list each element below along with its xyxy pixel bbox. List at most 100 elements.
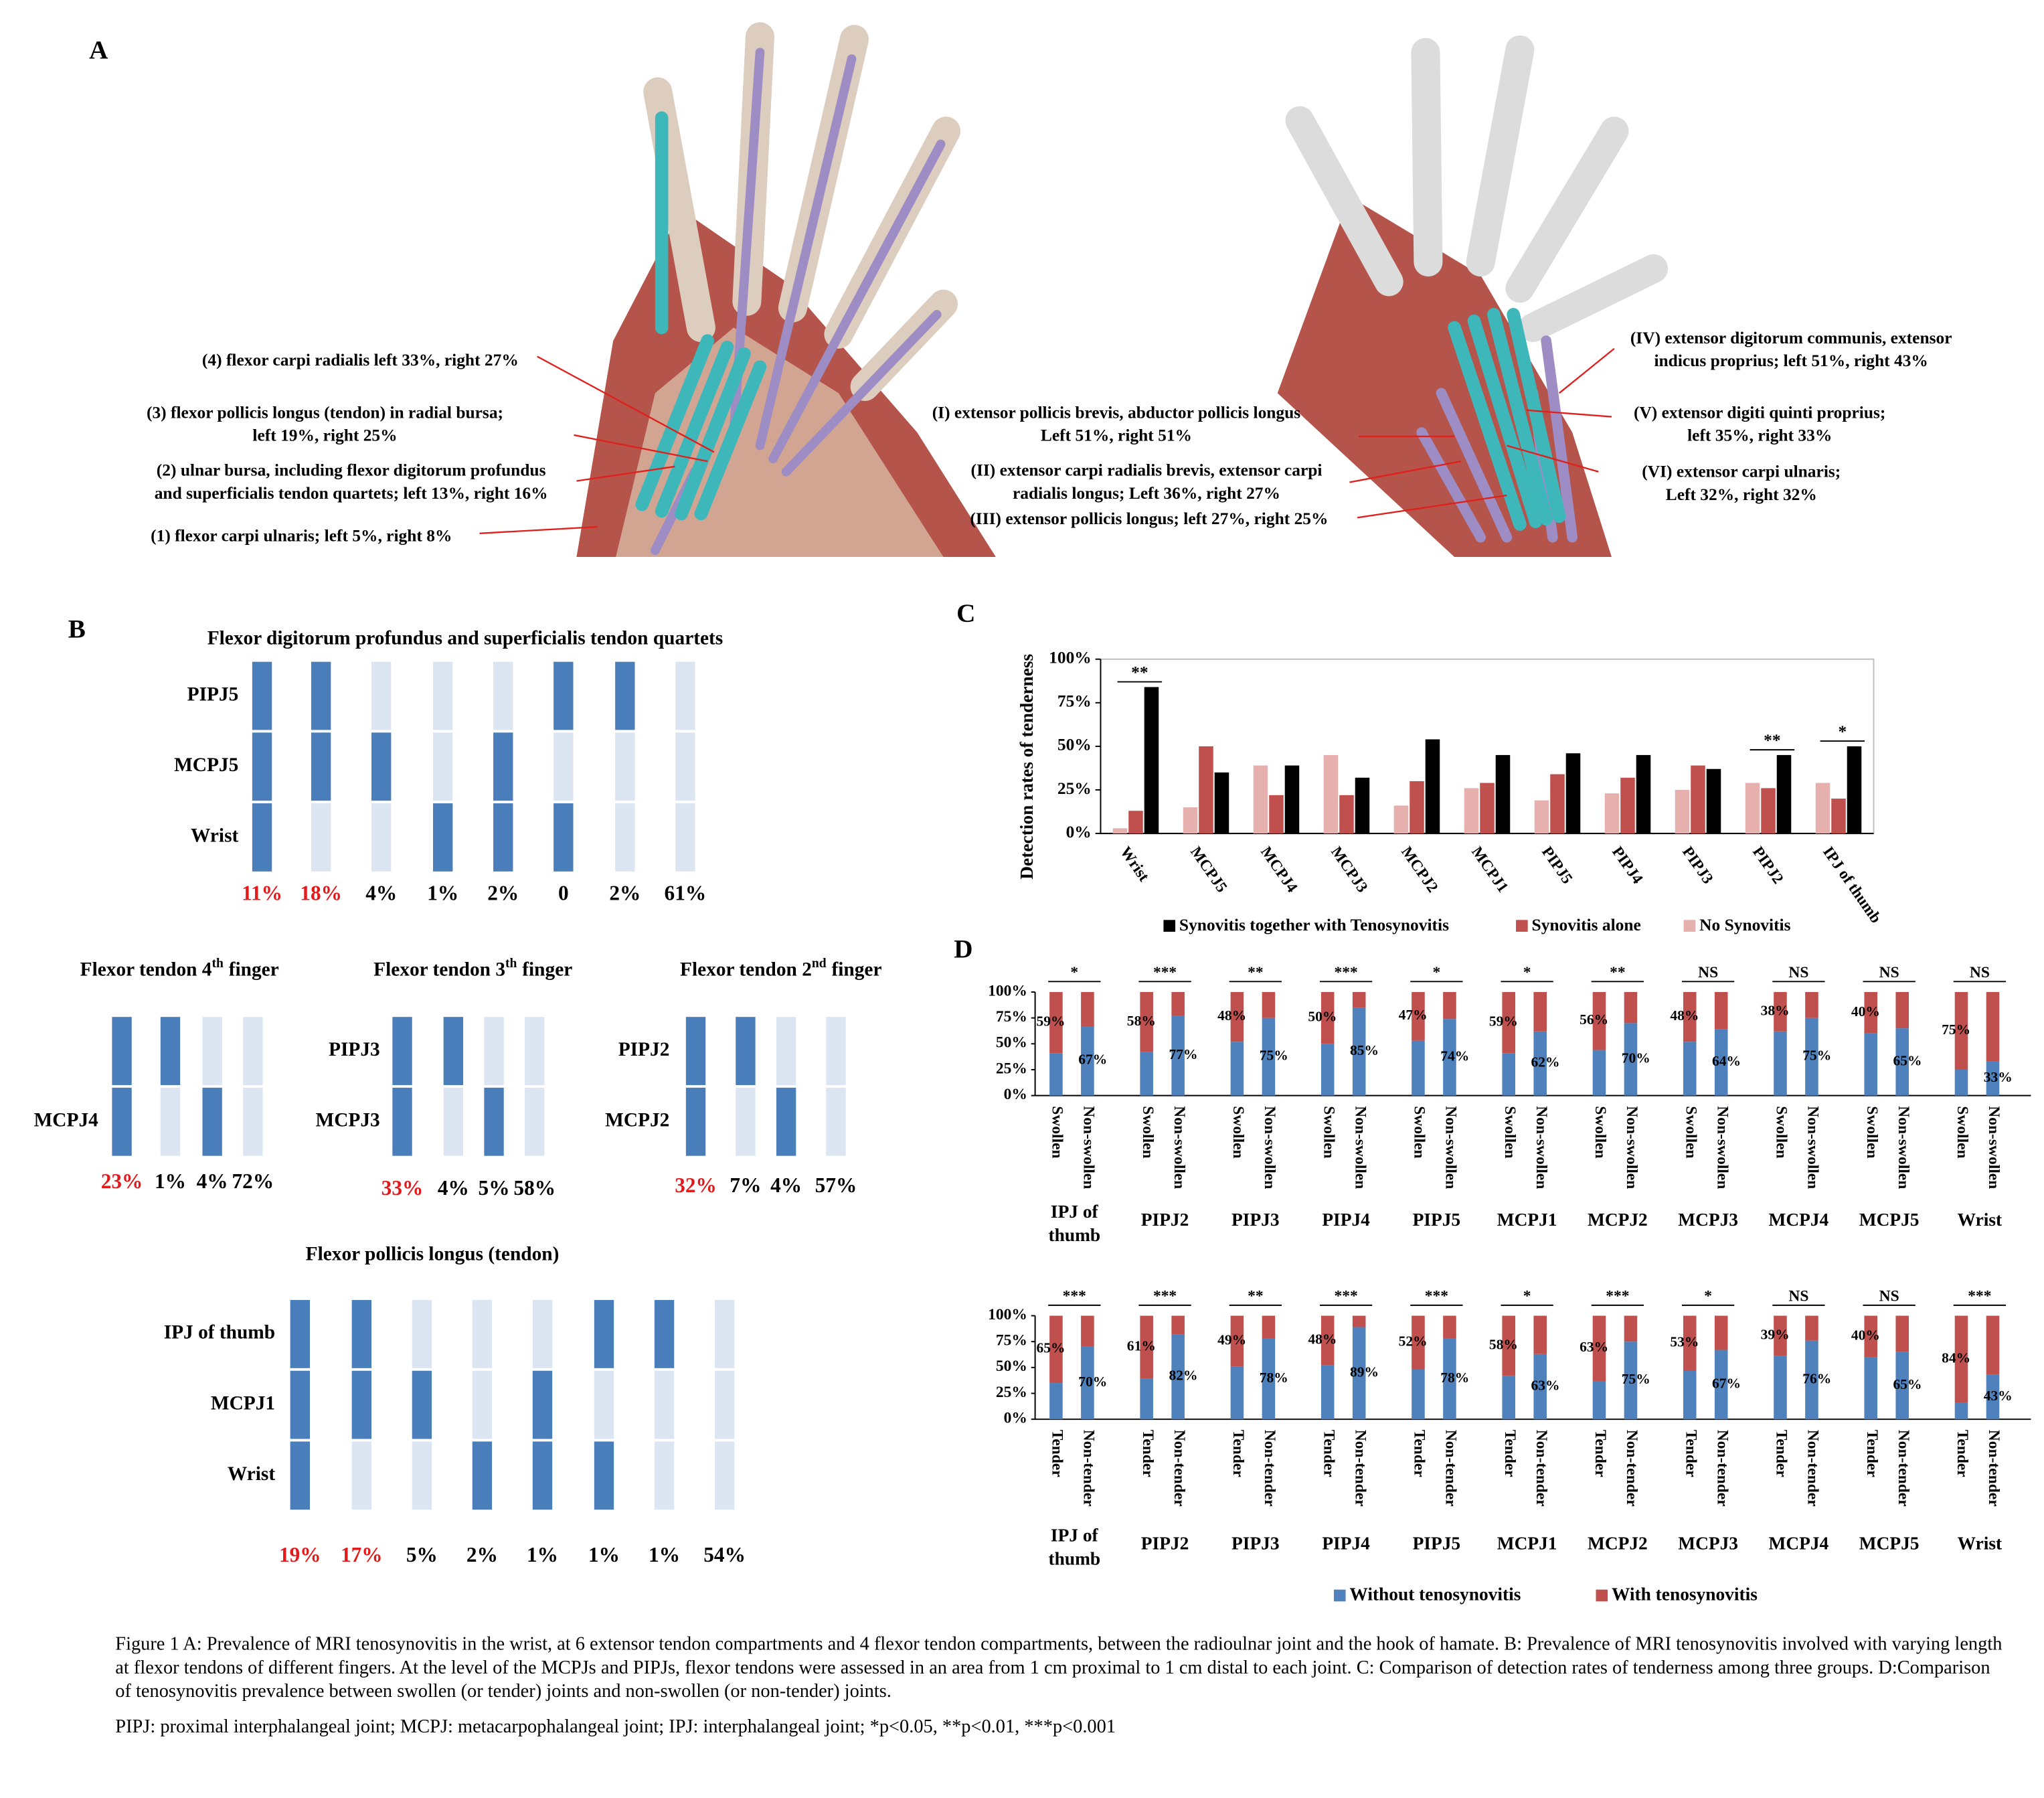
tendon-segment <box>160 1087 181 1156</box>
legend-swatch <box>1683 920 1696 932</box>
group-label: PIPJ4 <box>1322 1210 1370 1230</box>
annotation: Left 32%, right 32% <box>1666 485 1817 504</box>
bar-segment <box>1533 991 1547 1032</box>
bar <box>1706 768 1721 834</box>
bar-label: Tender <box>1773 1430 1790 1477</box>
significance-label: * <box>1523 1288 1531 1305</box>
panel-label: C <box>956 599 975 628</box>
bar-segment <box>1049 1315 1063 1384</box>
column-label: 33% <box>381 1176 424 1200</box>
value-label: 67% <box>1078 1052 1107 1068</box>
title-part: Flexor digitorum profundus and superfici… <box>207 627 723 649</box>
legend-label: Synovitis together with Tenosynovitis <box>1179 915 1449 934</box>
y-tick-label: 100% <box>988 1306 1027 1323</box>
bar-segment <box>1895 991 1909 1029</box>
bar <box>1284 765 1300 834</box>
group-label: IPJ of thumb <box>1048 1202 1100 1245</box>
y-tick-label: 100% <box>988 982 1027 999</box>
value-label: 50% <box>1308 1009 1337 1025</box>
tendon-segment <box>675 803 695 872</box>
bar-label: Swollen <box>1954 1106 1971 1158</box>
bar-label: Swollen <box>1863 1106 1881 1158</box>
significance-label: *** <box>1425 1288 1448 1305</box>
bar-segment <box>1230 991 1244 1042</box>
group-label: PIPJ4 <box>1322 1533 1370 1553</box>
tendon-segment <box>290 1441 310 1510</box>
diagram-title: Flexor pollicis longus (tendon) <box>306 1243 560 1264</box>
tendon-segment <box>714 1441 735 1510</box>
significance-label: NS <box>1788 1288 1808 1305</box>
bar-segment <box>1443 1019 1456 1096</box>
bar-label: Non-swollen <box>1351 1106 1369 1189</box>
column-label: 61% <box>665 881 707 904</box>
tendon-segment <box>412 1370 432 1439</box>
bar-segment <box>1864 1033 1878 1096</box>
bar-segment <box>1140 1378 1153 1420</box>
diagram-title: Flexor tendon 2nd finger <box>680 957 881 980</box>
y-tick-label: 75% <box>1057 691 1092 711</box>
tendon-segment <box>736 1087 756 1156</box>
tendon-segment <box>484 1087 504 1156</box>
tendon-segment <box>252 732 272 801</box>
significance-label: ** <box>1248 964 1263 981</box>
row-label: MCPJ2 <box>605 1110 669 1131</box>
bar <box>1550 774 1565 834</box>
bar-label: Tender <box>1592 1430 1609 1477</box>
row-label: MCPJ3 <box>316 1110 380 1131</box>
bar-segment <box>1049 1053 1063 1096</box>
group-label: Wrist <box>1958 1533 2002 1553</box>
column-label: 4% <box>438 1176 469 1200</box>
column-label: 11% <box>242 881 282 904</box>
bar <box>1269 795 1284 834</box>
row-label: MCPJ1 <box>211 1392 275 1414</box>
tendon-segment <box>472 1300 493 1368</box>
value-label: 56% <box>1580 1011 1608 1028</box>
column-label: 32% <box>675 1173 717 1197</box>
bar <box>1410 781 1424 834</box>
bar-segment <box>1592 1315 1606 1381</box>
significance-label: * <box>1839 722 1847 741</box>
value-label: 49% <box>1217 1331 1246 1347</box>
bar-label: Swollen <box>1773 1106 1790 1158</box>
tendon-segment <box>433 661 453 730</box>
diagram-title: Flexor digitorum profundus and superfici… <box>207 627 723 649</box>
bar-segment <box>1592 1050 1606 1096</box>
tendon-segment <box>594 1370 614 1439</box>
leader-lines <box>479 347 1615 534</box>
row-label: PIPJ5 <box>187 683 239 705</box>
value-label: 65% <box>1893 1376 1922 1392</box>
bar-segment <box>1230 1366 1244 1420</box>
bar-label: Swollen <box>1229 1106 1247 1158</box>
tendon-segment <box>392 1087 412 1156</box>
x-tick-label: MCPJ2 <box>1397 843 1441 896</box>
bar-segment <box>1954 1069 1968 1096</box>
bar-label: Non-swollen <box>1533 1106 1550 1189</box>
column-label: 17% <box>341 1543 383 1566</box>
x-tick-label: PIPJ2 <box>1749 843 1786 887</box>
bar-segment <box>1774 1031 1787 1096</box>
x-tick-label: MCPJ1 <box>1468 843 1511 896</box>
tendon-segment <box>615 732 635 801</box>
bar-label: Swollen <box>1411 1106 1428 1158</box>
title-part: finger <box>229 959 279 980</box>
caption-text: Figure 1 A: Prevalence of MRI tenosynovi… <box>115 1634 2003 1703</box>
bar <box>1847 746 1862 834</box>
bar-segment <box>1049 991 1063 1054</box>
bar-segment <box>1502 1315 1515 1376</box>
tendon-segment <box>290 1300 310 1368</box>
bar-segment <box>1954 1315 1968 1403</box>
significance-label: *** <box>1968 1288 1991 1305</box>
column-label: 57% <box>815 1173 857 1197</box>
bar-segment <box>1954 991 1968 1070</box>
bar-segment <box>1774 991 1787 1032</box>
bar-segment <box>1954 1402 1968 1420</box>
x-tick-label: MCPJ4 <box>1257 843 1301 896</box>
tendon-segment <box>493 732 513 801</box>
group-label: PIPJ2 <box>1141 1210 1189 1230</box>
bar <box>1691 765 1705 834</box>
bar-label: Tender <box>1863 1430 1881 1477</box>
diagram-title: Flexor tendon 4th finger <box>80 957 279 980</box>
bar-segment <box>1081 991 1094 1027</box>
significance-label: * <box>1523 964 1531 981</box>
significance-label: *** <box>1063 1288 1086 1305</box>
